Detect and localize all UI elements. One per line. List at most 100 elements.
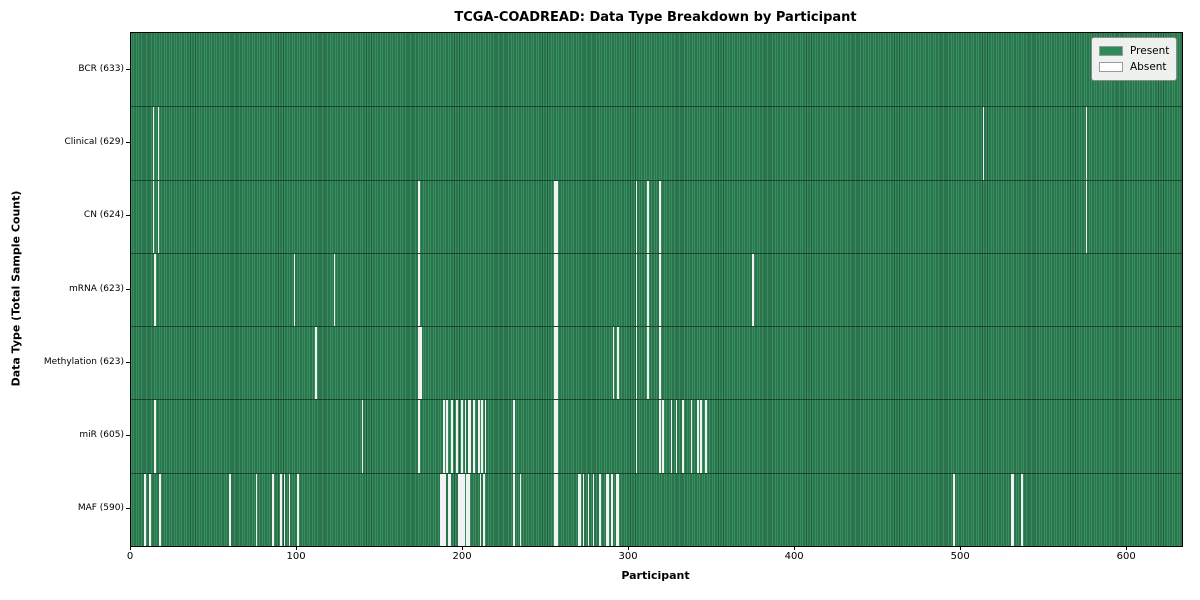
absent-stripe: [441, 473, 444, 546]
absent-stripe: [556, 180, 558, 253]
absent-stripe: [297, 473, 299, 546]
absent-stripe: [461, 473, 464, 546]
absent-stripe: [446, 400, 449, 473]
y-tick-label-MAF: MAF (590): [77, 503, 124, 514]
absent-stripe: [1012, 473, 1015, 546]
absent-stripe: [1085, 180, 1088, 253]
absent-stripe: [556, 473, 558, 546]
absent-stripe: [463, 473, 465, 546]
absent-stripe: [456, 400, 459, 473]
absent-stripe: [658, 253, 661, 327]
absent-stripe: [519, 473, 522, 546]
absent-stripe: [556, 400, 558, 473]
chart-title: TCGA-COADREAD: Data Type Breakdown by Pa…: [454, 10, 857, 25]
y-tick-mark: [126, 435, 130, 437]
absent-stripe: [439, 473, 442, 546]
legend-label-absent: Absent: [1130, 61, 1167, 73]
x-tick-label-200: 200: [452, 551, 472, 562]
x-tick-label-600: 600: [1116, 551, 1136, 562]
absent-stripe: [272, 473, 274, 546]
x-tick-mark: [1126, 546, 1128, 550]
absent-stripe: [144, 473, 146, 546]
y-tick-label-Methylation: Methylation (623): [43, 356, 124, 367]
absent-stripe: [635, 180, 638, 253]
legend-entry-absent: Absent: [1099, 59, 1168, 75]
absent-stripe: [658, 400, 661, 473]
absent-stripe: [473, 400, 475, 473]
absent-stripe: [468, 400, 470, 473]
absent-stripe: [1010, 473, 1013, 546]
absent-stripe: [612, 327, 615, 400]
absent-stripe: [293, 253, 296, 327]
absent-stripe: [466, 473, 469, 546]
absent-stripe: [459, 473, 462, 546]
heatmap-row-Methylation: [131, 326, 1182, 400]
absent-stripe: [554, 400, 557, 473]
y-tick-mark: [126, 508, 130, 510]
absent-stripe: [149, 473, 151, 546]
absent-stripe: [451, 400, 454, 473]
absent-stripe: [675, 400, 678, 473]
absent-stripe: [482, 473, 485, 546]
y-tick-mark: [126, 141, 130, 143]
absent-stripe: [419, 327, 422, 400]
absent-stripe: [418, 253, 420, 327]
absent-stripe: [157, 180, 160, 253]
y-tick-label-Clinical: Clinical (629): [64, 136, 124, 147]
absent-stripe: [658, 180, 661, 253]
absent-stripe: [577, 473, 580, 546]
x-tick-label-300: 300: [618, 551, 638, 562]
heatmap-row-MAF: [131, 472, 1182, 546]
absent-stripe: [288, 473, 291, 546]
absent-stripe: [554, 473, 557, 546]
absent-stripe: [255, 473, 258, 546]
absent-stripe: [458, 473, 460, 546]
absent-stripe: [280, 473, 283, 546]
absent-stripe: [333, 253, 336, 327]
heatmap-row-BCR: [131, 33, 1182, 107]
absent-stripe: [670, 400, 673, 473]
absent-stripe: [647, 253, 650, 327]
x-tick-mark: [462, 546, 464, 550]
absent-stripe: [315, 327, 317, 400]
absent-stripe: [1020, 473, 1023, 546]
absent-stripe: [461, 400, 464, 473]
y-tick-label-miR: miR (605): [79, 430, 124, 441]
x-tick-label-500: 500: [950, 551, 970, 562]
absent-stripe: [512, 473, 515, 546]
absent-stripe: [157, 107, 160, 180]
absent-stripe: [481, 400, 484, 473]
y-tick-label-CN: CN (624): [83, 210, 124, 221]
absent-stripe: [662, 400, 664, 473]
present-swatch-icon: [1099, 46, 1123, 56]
absent-stripe: [512, 400, 515, 473]
absent-stripe: [554, 327, 557, 400]
absent-stripe: [617, 327, 620, 400]
absent-stripe: [610, 473, 613, 546]
absent-stripe: [582, 473, 585, 546]
absent-stripe: [700, 400, 703, 473]
x-tick-mark: [296, 546, 298, 550]
x-axis-label: Participant: [621, 569, 690, 582]
absent-stripe: [484, 400, 487, 473]
absent-stripe: [443, 473, 445, 546]
absent-stripe: [952, 473, 955, 546]
absent-stripe: [554, 180, 557, 253]
absent-stripe: [658, 327, 661, 400]
absent-stripe: [647, 327, 650, 400]
legend-entry-present: Present: [1099, 43, 1169, 59]
absent-stripe: [478, 400, 480, 473]
absent-stripe: [982, 107, 985, 180]
absent-stripe: [154, 400, 156, 473]
x-tick-mark: [960, 546, 962, 550]
absent-stripe: [682, 400, 684, 473]
x-tick-label-400: 400: [784, 551, 804, 562]
absent-stripe: [418, 180, 420, 253]
absent-stripe: [617, 473, 620, 546]
x-tick-mark: [794, 546, 796, 550]
absent-stripe: [690, 400, 693, 473]
absent-stripe: [418, 400, 420, 473]
absent-stripe: [361, 400, 364, 473]
absent-stripe: [615, 473, 618, 546]
y-tick-mark: [126, 361, 130, 363]
